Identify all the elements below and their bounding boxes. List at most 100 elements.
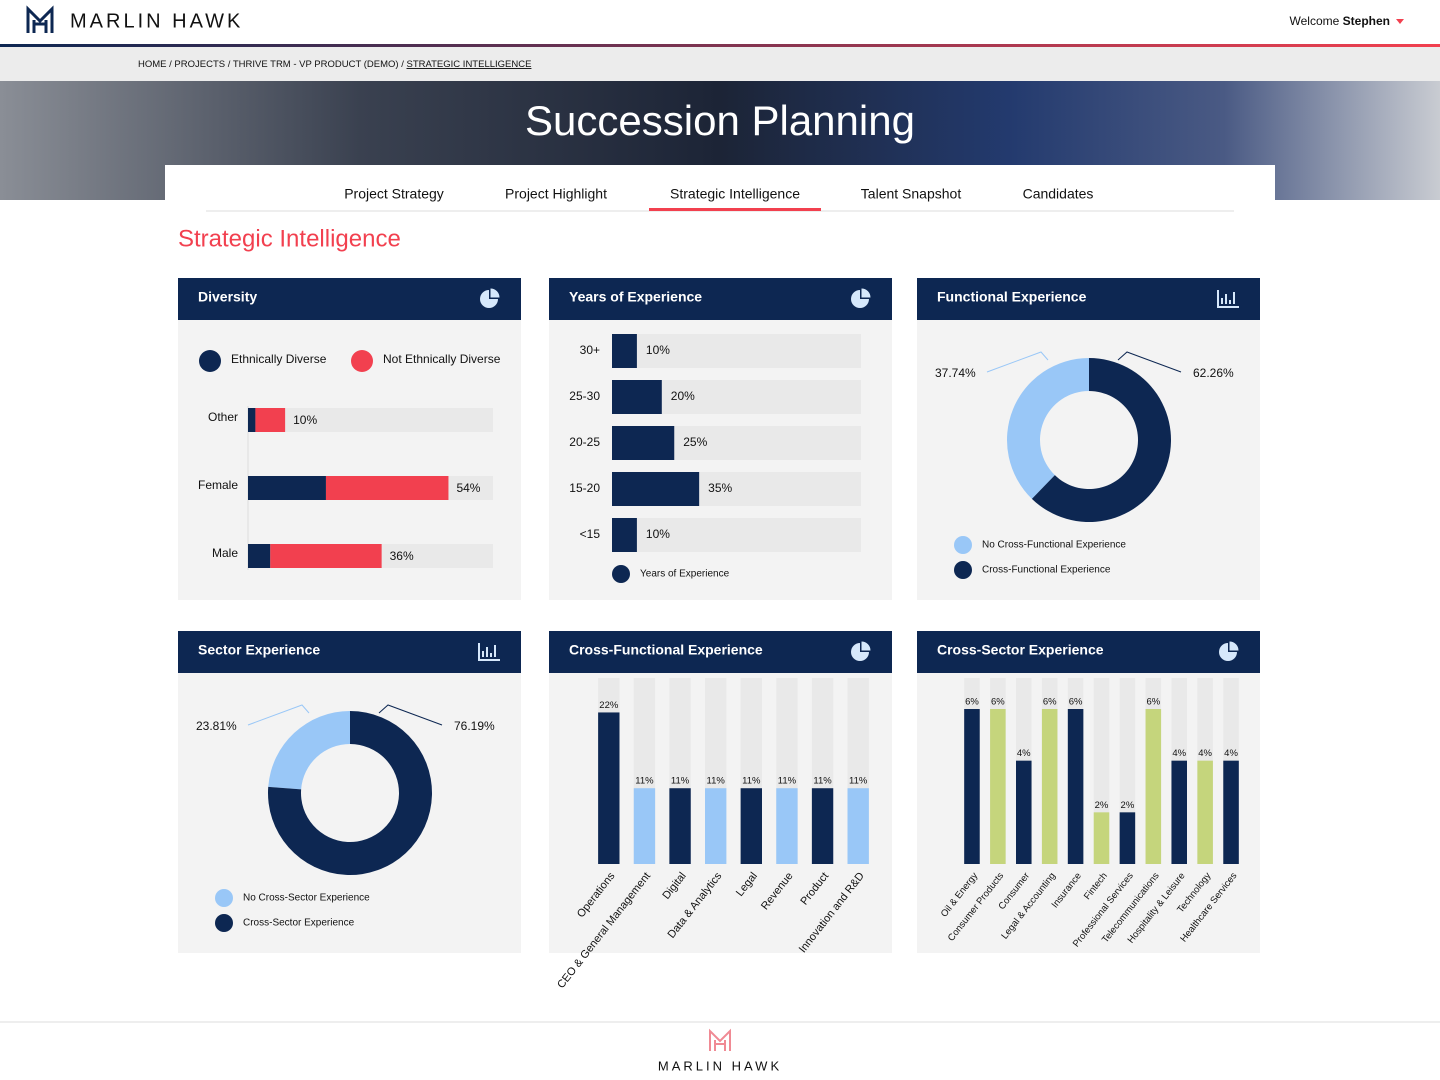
legend-swatch (215, 889, 233, 907)
bar (1223, 760, 1239, 864)
panels: Diversity Ethnically Diverse Not Ethnicall… (178, 278, 1260, 991)
bar (669, 788, 691, 864)
legend-swatch (199, 350, 221, 372)
donut-slice (1006, 358, 1089, 499)
leader-line (247, 704, 310, 726)
value-label: 6% (1146, 697, 1160, 708)
value-label: 20% (671, 389, 695, 403)
bar (964, 709, 980, 864)
bar (847, 788, 869, 864)
breadcrumb-current[interactable]: STRATEGIC INTELLIGENCE (407, 59, 532, 70)
footer-logo-icon (709, 1028, 731, 1051)
total-label: 10% (293, 413, 317, 427)
bar (598, 712, 620, 864)
panel-header (178, 631, 521, 673)
legend-label: Not Ethnically Diverse (383, 352, 501, 366)
chart-panel: Diversity Ethnically Diverse Not Ethnicall… (178, 278, 521, 600)
legend-label: No Cross-Sector Experience (243, 893, 370, 904)
logo-text[interactable]: MARLIN HAWK (70, 10, 243, 32)
legend-label: No Cross-Functional Experience (982, 540, 1126, 551)
pie-icon[interactable] (480, 290, 498, 308)
bar (612, 426, 675, 460)
breadcrumb-path[interactable]: HOME / PROJECTS / THRIVE TRM - VP PRODUC… (138, 59, 407, 70)
leader-line (986, 351, 1049, 373)
donut-slice (268, 711, 432, 875)
pie-icon-wedge[interactable] (861, 641, 871, 651)
legend-swatch (215, 914, 233, 932)
bar-icon[interactable] (478, 643, 500, 661)
pie-icon-wedge[interactable] (861, 288, 871, 298)
value-label: 2% (1121, 800, 1135, 811)
welcome-label: Welcome (1290, 14, 1340, 28)
bar (1145, 709, 1162, 864)
chart-panel: Functional Experience 37.74% 62.26% No Cros… (917, 278, 1260, 600)
legend-label: Ethnically Diverse (231, 352, 327, 366)
bar-track (612, 518, 861, 552)
pie-icon[interactable] (1219, 643, 1237, 661)
panel-title: Diversity (198, 289, 257, 305)
value-label: 2% (1095, 800, 1109, 811)
welcome[interactable]: Welcome Stephen (1290, 14, 1390, 28)
value-label: 4% (1017, 748, 1031, 759)
panel-title: Cross-Sector Experience (937, 642, 1104, 658)
donut-slice (1031, 358, 1171, 522)
bar-icon[interactable] (1217, 290, 1239, 308)
bar (612, 518, 637, 552)
value-label: 25% (683, 435, 707, 449)
footer-logo-text: MARLIN HAWK (658, 1058, 782, 1073)
panel-body (178, 631, 521, 953)
bar (612, 334, 637, 368)
legend-label: Cross-Functional Experience (982, 565, 1111, 576)
panel-header (917, 278, 1260, 320)
user-caret[interactable] (1396, 19, 1404, 24)
tab[interactable]: Talent Snapshot (861, 186, 962, 202)
bar (633, 788, 656, 864)
value-label: 11% (849, 776, 868, 787)
bar (1067, 709, 1084, 864)
value-label: 10% (646, 527, 670, 541)
bar (705, 788, 727, 864)
bar (1171, 760, 1187, 864)
value-label: 6% (1043, 697, 1057, 708)
bar-segment (248, 544, 271, 568)
category-label: 30+ (580, 343, 600, 357)
bar (1041, 709, 1058, 864)
breadcrumb-bar (0, 47, 1440, 81)
bar-segment (248, 408, 256, 432)
logo-icon[interactable] (26, 5, 54, 33)
pie-icon[interactable] (851, 290, 869, 308)
tab-card (165, 165, 1275, 225)
tab[interactable]: Candidates (1023, 186, 1094, 202)
value-label: 6% (965, 697, 979, 708)
pie-icon-wedge[interactable] (1229, 641, 1239, 651)
panel-title: Cross-Functional Experience (569, 642, 763, 658)
pie-icon-wedge[interactable] (490, 288, 500, 298)
panel-title: Years of Experience (569, 289, 702, 305)
tab-bar: Project Strategy Project Highlight Strateg… (344, 186, 1093, 211)
value-label: 10% (646, 343, 670, 357)
value-label: 22% (599, 700, 619, 711)
tab[interactable]: Project Strategy (344, 186, 444, 202)
value-label: 4% (1172, 748, 1186, 759)
panel-header (178, 278, 521, 320)
panel-header (917, 631, 1260, 673)
panel-header (549, 278, 892, 320)
pie-icon[interactable] (851, 643, 869, 661)
category-label: 25-30 (569, 389, 600, 403)
active-tab-indicator (649, 208, 821, 211)
tab[interactable]: Strategic Intelligence (670, 186, 800, 202)
bar-track (612, 334, 861, 368)
tab[interactable]: Project Highlight (505, 186, 607, 202)
bar-segment (325, 476, 449, 500)
bar (811, 788, 834, 864)
value-label: 4% (1198, 748, 1212, 759)
section-title: Strategic Intelligence (178, 225, 401, 252)
panel-title: Sector Experience (198, 642, 320, 658)
legend-swatch (954, 561, 972, 579)
value-label: 35% (708, 481, 732, 495)
value-label: 76.19% (454, 719, 495, 733)
leader-line (1117, 351, 1182, 373)
panel-header (549, 631, 892, 673)
bar-segment (248, 476, 326, 500)
